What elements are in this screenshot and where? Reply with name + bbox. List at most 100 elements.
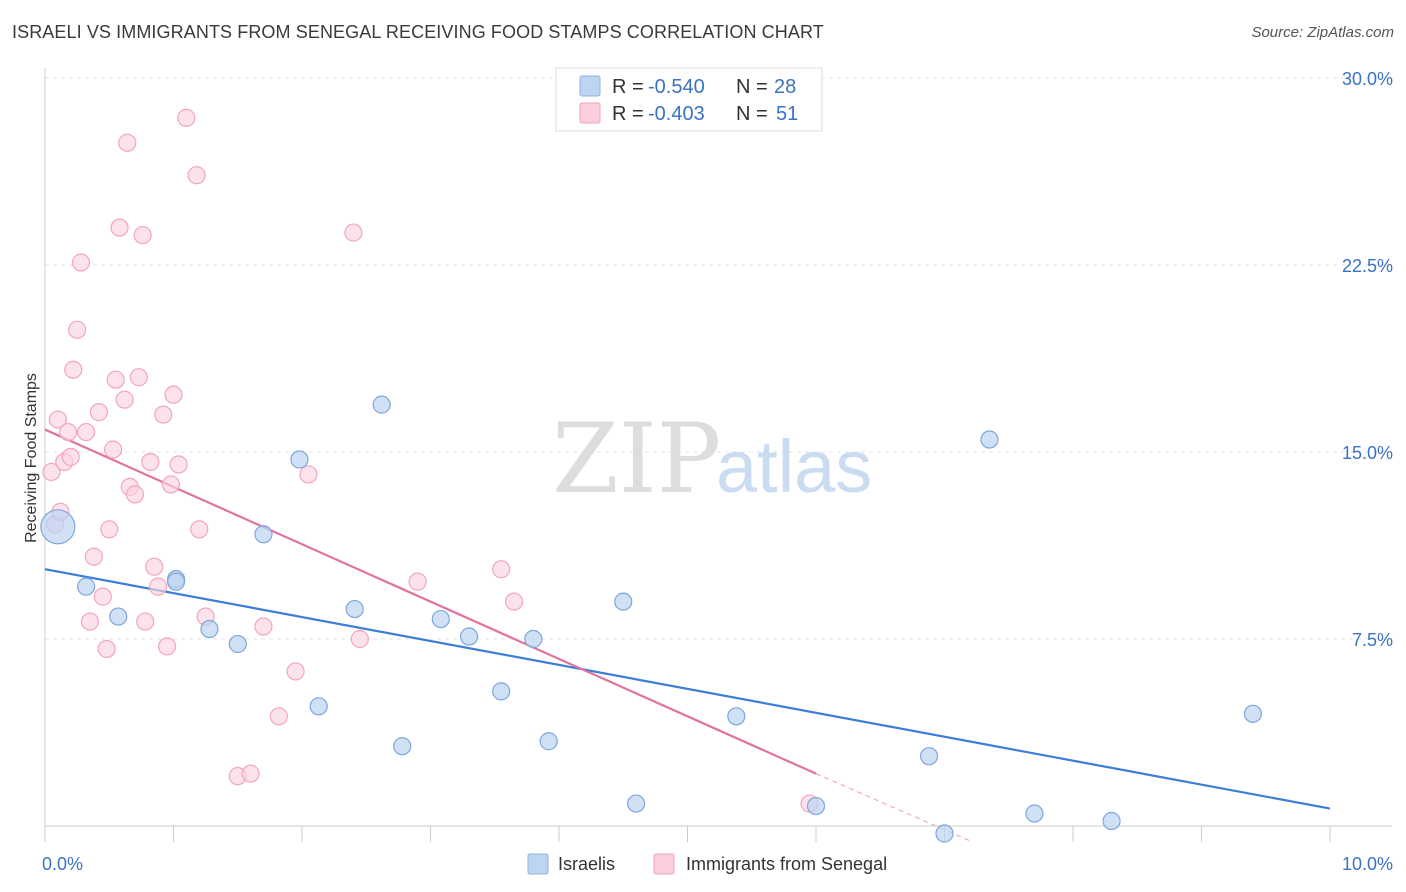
y-tick-label: 22.5% xyxy=(1342,256,1393,276)
point-senegal xyxy=(97,639,116,659)
point-senegal xyxy=(77,422,96,442)
point-senegal xyxy=(104,440,123,459)
point-senegal xyxy=(136,612,155,631)
trend-line-israelis xyxy=(44,568,1331,810)
point-israelis xyxy=(492,682,511,701)
series-legend-senegal: Immigrants from Senegal xyxy=(686,854,887,874)
series-legend-israelis: Israelis xyxy=(558,854,615,874)
point-senegal xyxy=(492,560,511,579)
point-senegal xyxy=(64,360,83,379)
point-senegal xyxy=(504,592,524,611)
gridlines xyxy=(45,77,1392,640)
legend-n-label-1: N = xyxy=(736,76,768,98)
legend-swatch-israelis xyxy=(579,75,601,97)
point-israelis xyxy=(372,395,391,414)
point-senegal xyxy=(100,520,119,539)
point-senegal xyxy=(141,452,160,472)
watermark-zip: ZIP xyxy=(552,403,721,515)
point-israelis xyxy=(345,599,364,619)
point-senegal xyxy=(133,225,152,245)
point-senegal xyxy=(118,133,137,152)
point-senegal xyxy=(84,547,103,566)
point-israelis xyxy=(806,796,826,816)
point-israelis xyxy=(109,607,128,626)
point-senegal xyxy=(71,253,91,272)
point-senegal xyxy=(157,637,177,656)
point-senegal xyxy=(148,577,168,596)
point-israelis xyxy=(393,737,412,756)
tick-labels: 7.5% 15.0% 22.5% 30.0% 0.0% 10.0% xyxy=(42,69,1393,874)
point-senegal xyxy=(106,370,125,389)
point-senegal xyxy=(89,403,109,422)
point-senegal xyxy=(154,405,173,424)
y-tick-label: 30.0% xyxy=(1342,69,1393,89)
point-senegal xyxy=(254,617,273,636)
series-legend-swatch-senegal xyxy=(653,853,675,875)
legend-r-label-2: R = xyxy=(612,103,644,125)
correlation-legend: R = -0.540 N = 28 R = -0.403 N = 51 xyxy=(555,67,823,132)
data-points xyxy=(40,108,1263,843)
point-senegal xyxy=(115,390,134,409)
legend-swatch-senegal xyxy=(579,102,601,124)
point-senegal xyxy=(145,557,164,576)
series-legend-swatch-israelis xyxy=(527,853,549,875)
point-senegal xyxy=(48,410,67,429)
point-senegal xyxy=(187,166,206,185)
x-tick-label: 0.0% xyxy=(42,854,83,874)
point-senegal xyxy=(344,223,363,242)
point-senegal xyxy=(350,629,369,649)
source-label: Source: ZipAtlas.com xyxy=(1251,24,1394,41)
point-israelis xyxy=(228,634,247,654)
point-israelis xyxy=(980,430,999,449)
point-israelis xyxy=(200,619,219,639)
point-senegal xyxy=(190,520,209,539)
x-tick-label: 10.0% xyxy=(1342,854,1393,874)
point-israelis xyxy=(727,707,746,726)
series-legend: Israelis Immigrants from Senegal xyxy=(527,853,887,875)
point-senegal xyxy=(61,447,80,467)
point-israelis xyxy=(524,629,543,649)
point-israelis xyxy=(77,577,96,596)
point-senegal xyxy=(80,612,100,631)
point-senegal xyxy=(408,572,427,591)
point-senegal xyxy=(299,465,318,484)
point-israelis xyxy=(1102,811,1121,831)
point-senegal xyxy=(177,108,196,127)
point-senegal xyxy=(59,422,78,442)
legend-r-value-2: -0.403 xyxy=(648,103,705,125)
point-senegal xyxy=(161,475,181,494)
point-israelis xyxy=(309,697,328,716)
legend-n-value-1: 28 xyxy=(774,76,796,98)
point-israelis xyxy=(166,572,186,591)
point-senegal xyxy=(68,320,87,339)
legend-n-value-2: 51 xyxy=(776,103,798,125)
point-israelis xyxy=(254,525,273,544)
point-senegal xyxy=(42,462,61,482)
point-senegal xyxy=(129,368,148,387)
point-israelis xyxy=(919,747,939,766)
point-israelis xyxy=(1025,804,1044,823)
point-israelis xyxy=(1243,704,1263,723)
y-tick-label: 15.0% xyxy=(1342,443,1393,463)
point-israelis xyxy=(626,794,646,813)
point-senegal xyxy=(269,707,288,726)
y-axis-title: Receiving Food Stamps xyxy=(23,373,40,543)
point-israelis xyxy=(539,732,558,751)
watermark-atlas: atlas xyxy=(716,425,872,508)
point-israelis xyxy=(935,824,954,843)
point-senegal xyxy=(110,218,129,237)
legend-n-label-2: N = xyxy=(736,103,768,125)
axes xyxy=(44,68,1392,842)
point-senegal xyxy=(125,485,145,504)
point-israelis xyxy=(290,450,309,469)
point-senegal xyxy=(286,662,305,681)
point-senegal xyxy=(93,587,112,606)
point-israelis xyxy=(431,609,450,629)
point-senegal xyxy=(164,385,183,404)
point-senegal xyxy=(241,764,260,783)
y-tick-label: 7.5% xyxy=(1352,630,1393,650)
chart-title: ISRAELI VS IMMIGRANTS FROM SENEGAL RECEI… xyxy=(12,22,824,42)
point-senegal xyxy=(169,455,188,474)
point-israelis xyxy=(40,509,76,545)
